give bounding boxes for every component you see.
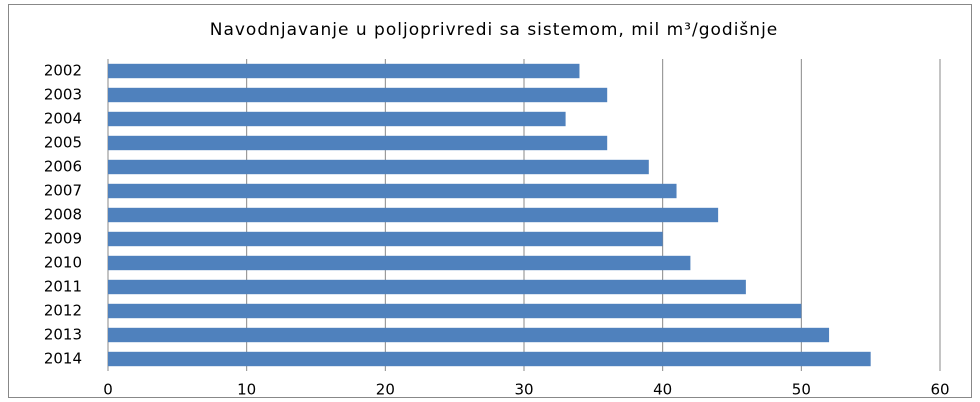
bar xyxy=(108,135,608,151)
bar xyxy=(108,207,719,223)
bar xyxy=(108,111,566,127)
y-tick-label: 2003 xyxy=(44,86,82,104)
bar xyxy=(108,279,746,295)
x-tick-label: 0 xyxy=(103,381,113,399)
bar xyxy=(108,255,691,271)
y-tick-label: 2002 xyxy=(44,62,82,80)
x-tick-label: 10 xyxy=(237,381,256,399)
y-tick-label: 2009 xyxy=(44,230,82,248)
bar xyxy=(108,327,830,343)
bar xyxy=(108,63,580,79)
y-tick-label: 2004 xyxy=(44,110,82,128)
y-tick-label: 2010 xyxy=(44,254,82,272)
y-tick-label: 2014 xyxy=(44,350,82,368)
bar xyxy=(108,351,871,367)
y-tick-label: 2008 xyxy=(44,206,82,224)
bar xyxy=(108,183,677,199)
x-tick-label: 30 xyxy=(514,381,533,399)
x-tick-label: 40 xyxy=(653,381,672,399)
y-tick-label: 2007 xyxy=(44,182,82,200)
bar xyxy=(108,87,608,103)
y-tick-label: 2012 xyxy=(44,302,82,320)
chart-title: Navodnjavanje u poljoprivredi sa sistemo… xyxy=(210,20,779,40)
y-tick-label: 2005 xyxy=(44,134,82,152)
x-tick-label: 20 xyxy=(376,381,395,399)
y-tick-label: 2013 xyxy=(44,326,82,344)
bar xyxy=(108,159,649,175)
bar xyxy=(108,303,802,319)
y-tick-label: 2011 xyxy=(44,278,82,296)
x-tick-label: 50 xyxy=(792,381,811,399)
x-tick-label: 60 xyxy=(930,381,949,399)
y-tick-label: 2006 xyxy=(44,158,82,176)
bar xyxy=(108,231,663,247)
